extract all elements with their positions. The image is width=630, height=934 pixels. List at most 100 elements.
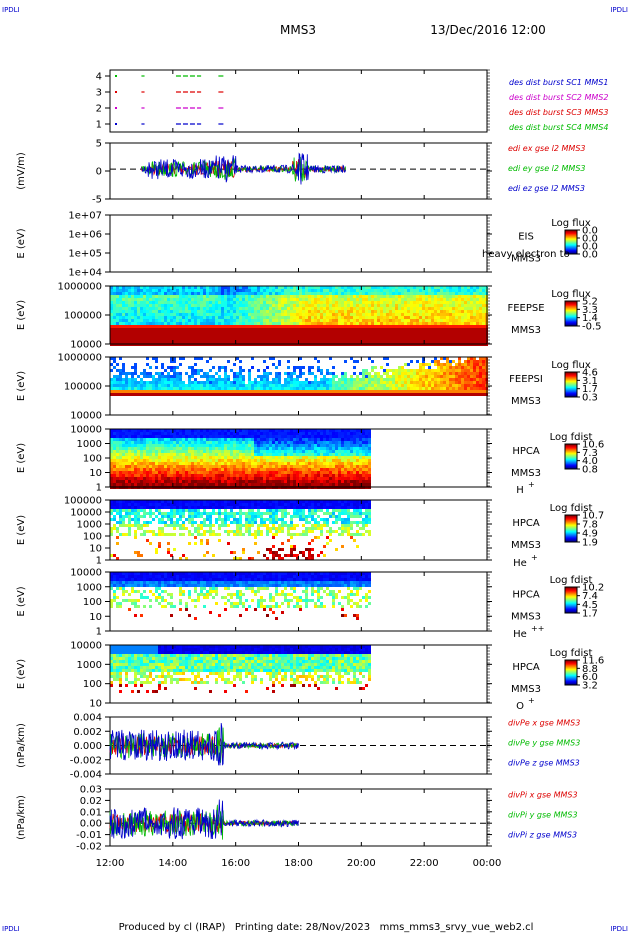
spectrogram-pixel [182, 331, 185, 334]
spectrogram-pixel [125, 295, 128, 298]
spectrogram-pixel [167, 474, 170, 477]
spectrogram-pixel [149, 384, 152, 387]
spectrogram-pixel [356, 387, 359, 390]
spectrogram-pixel [356, 295, 359, 298]
spectrogram-pixel [209, 450, 212, 453]
spectrogram-pixel [251, 304, 254, 307]
spectrogram-pixel [260, 340, 263, 343]
spectrogram-pixel [281, 289, 284, 292]
spectrogram-pixel [470, 334, 473, 337]
spectrogram-pixel [293, 289, 296, 292]
spectrogram-pixel [194, 340, 197, 343]
spectrogram-pixel [287, 322, 290, 325]
spectrogram-pixel [386, 331, 389, 334]
spectrogram-pixel [428, 366, 431, 369]
colorbar-cell [565, 250, 577, 252]
spectrogram-pixel [287, 381, 290, 384]
spectrogram-pixel [464, 378, 467, 381]
spectrogram-pixel [128, 453, 131, 456]
spectrogram-pixel [167, 441, 170, 444]
spectrogram-pixel [461, 363, 464, 366]
spectrogram-pixel [155, 441, 158, 444]
spectrogram-pixel [158, 390, 161, 393]
spectrogram-pixel [113, 453, 116, 456]
spectrogram-pixel [374, 307, 377, 310]
spectrogram-pixel [269, 301, 272, 304]
spectrogram-pixel [347, 301, 350, 304]
spectrogram-pixel [116, 435, 119, 438]
colorbar-cell [565, 316, 577, 318]
spectrogram-pixel [311, 325, 314, 328]
spectrogram-pixel [293, 387, 296, 390]
spectrogram-pixel [311, 384, 314, 387]
spectrogram-pixel [395, 369, 398, 372]
spectrogram-pixel [395, 390, 398, 393]
spectrogram-pixel [125, 319, 128, 322]
spectrogram-pixel [125, 384, 128, 387]
spectrogram-pixel [272, 328, 275, 331]
corner-label-top-right: IPDLI [610, 6, 628, 14]
spectrogram-pixel [146, 465, 149, 468]
spectrogram-pixel [185, 390, 188, 393]
spectrogram-pixel [179, 337, 182, 340]
spectrogram-pixel [182, 301, 185, 304]
spectrogram-pixel [110, 310, 113, 313]
spectrogram-pixel [233, 381, 236, 384]
burst-marker [115, 91, 117, 93]
spectrogram-pixel [254, 325, 257, 328]
spectrogram-pixel [395, 319, 398, 322]
spectrogram-pixel [413, 313, 416, 316]
spectrogram-pixel [476, 337, 479, 340]
spectrogram-pixel [191, 477, 194, 480]
spectrogram-pixel [410, 310, 413, 313]
spectrogram-pixel [422, 316, 425, 319]
colorbar-cell [565, 238, 577, 240]
spectrogram-pixel [461, 372, 464, 375]
spectrogram-pixel [245, 295, 248, 298]
spectrogram-pixel [269, 316, 272, 319]
spectrogram-pixel [302, 381, 305, 384]
spectrogram-pixel [149, 304, 152, 307]
spectrogram-pixel [395, 340, 398, 343]
spectrogram-pixel [119, 456, 122, 459]
spectrogram-pixel [302, 325, 305, 328]
spectrogram-pixel [266, 325, 269, 328]
spectrogram-pixel [338, 301, 341, 304]
spectrogram-pixel [182, 328, 185, 331]
spectrogram-pixel [356, 286, 359, 289]
spectrogram-pixel [170, 286, 173, 289]
colorbar-cell [565, 305, 577, 307]
spectrogram-pixel [182, 441, 185, 444]
spectrogram-pixel [176, 286, 179, 289]
spectrogram-pixel [419, 334, 422, 337]
spectrogram-pixel [428, 363, 431, 366]
spectrogram-pixel [134, 456, 137, 459]
spectrogram-pixel [236, 301, 239, 304]
spectrogram-pixel [278, 328, 281, 331]
spectrogram-pixel [230, 447, 233, 450]
spectrogram-pixel [464, 393, 467, 396]
spectrogram-pixel [476, 322, 479, 325]
spectrogram-pixel [140, 334, 143, 337]
spectrogram-pixel [140, 390, 143, 393]
spectrogram-pixel [305, 319, 308, 322]
spectrogram-pixel [125, 304, 128, 307]
spectrogram-pixel [230, 474, 233, 477]
spectrogram-pixel [212, 441, 215, 444]
spectrogram-pixel [164, 307, 167, 310]
spectrogram-pixel [146, 435, 149, 438]
spectrogram-pixel [269, 384, 272, 387]
spectrogram-pixel [479, 304, 482, 307]
spectrogram-pixel [122, 301, 125, 304]
spectrogram-pixel [206, 459, 209, 462]
spectrogram-pixel [140, 453, 143, 456]
spectrogram-pixel [365, 319, 368, 322]
spectrogram-pixel [386, 378, 389, 381]
spectrogram-pixel [149, 337, 152, 340]
spectrogram-pixel [260, 384, 263, 387]
spectrogram-pixel [317, 325, 320, 328]
spectrogram-pixel [137, 322, 140, 325]
spectrogram-pixel [389, 337, 392, 340]
spectrogram-pixel [119, 477, 122, 480]
spectrogram-pixel [227, 393, 230, 396]
